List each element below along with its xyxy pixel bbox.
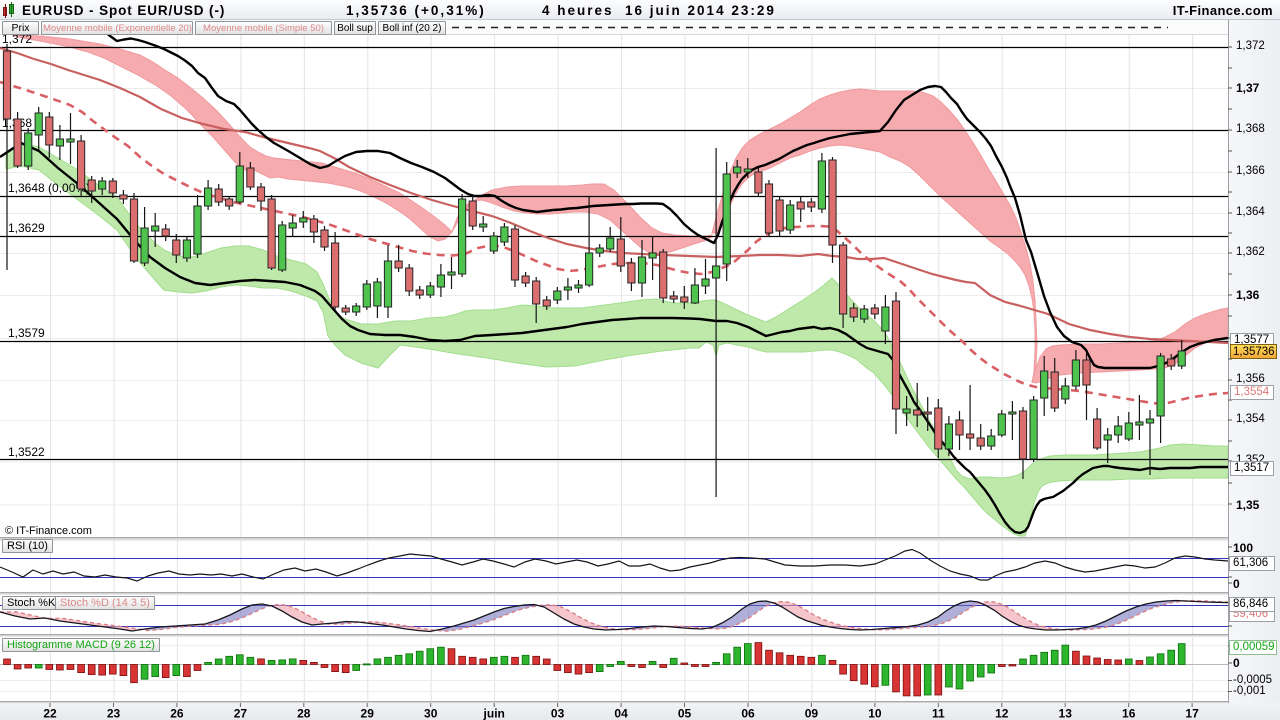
svg-text:juin: juin (483, 707, 505, 720)
svg-text:1,3579: 1,3579 (8, 326, 45, 340)
svg-text:10: 10 (868, 707, 882, 720)
svg-text:1,3648 (0,00%): 1,3648 (0,00%) (8, 181, 90, 195)
svg-text:03: 03 (551, 707, 565, 720)
svg-text:23: 23 (107, 707, 121, 720)
svg-text:28: 28 (297, 707, 311, 720)
svg-text:17: 17 (1185, 707, 1199, 720)
svg-text:11: 11 (932, 707, 945, 720)
svg-text:27: 27 (234, 707, 248, 720)
svg-text:04: 04 (614, 707, 628, 720)
svg-text:09: 09 (805, 707, 819, 720)
svg-text:22: 22 (43, 707, 57, 720)
svg-text:30: 30 (424, 707, 438, 720)
svg-text:29: 29 (361, 707, 375, 720)
svg-text:© IT-Finance.com: © IT-Finance.com (5, 525, 92, 537)
svg-text:05: 05 (678, 707, 692, 720)
svg-text:12: 12 (995, 707, 1009, 720)
svg-text:06: 06 (741, 707, 755, 720)
svg-text:1,3522: 1,3522 (8, 445, 45, 459)
svg-text:26: 26 (170, 707, 184, 720)
svg-text:13: 13 (1059, 707, 1073, 720)
svg-text:1,3629: 1,3629 (8, 221, 45, 235)
svg-text:16: 16 (1122, 707, 1136, 720)
svg-text:1,372: 1,372 (2, 32, 32, 46)
